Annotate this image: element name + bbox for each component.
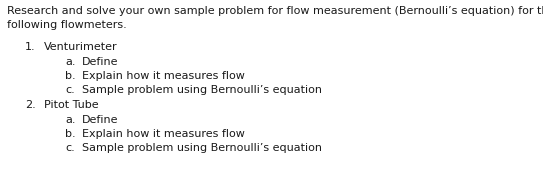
Text: Explain how it measures flow: Explain how it measures flow (82, 129, 245, 139)
Text: a.: a. (65, 57, 75, 67)
Text: 1.: 1. (25, 42, 36, 52)
Text: c.: c. (65, 143, 75, 153)
Text: Define: Define (82, 115, 118, 125)
Text: c.: c. (65, 85, 75, 95)
Text: Define: Define (82, 57, 118, 67)
Text: b.: b. (65, 129, 75, 139)
Text: b.: b. (65, 71, 75, 81)
Text: a.: a. (65, 115, 75, 125)
Text: 2.: 2. (25, 100, 36, 110)
Text: Sample problem using Bernoulli’s equation: Sample problem using Bernoulli’s equatio… (82, 143, 322, 153)
Text: Sample problem using Bernoulli’s equation: Sample problem using Bernoulli’s equatio… (82, 85, 322, 95)
Text: Venturimeter: Venturimeter (44, 42, 118, 52)
Text: Explain how it measures flow: Explain how it measures flow (82, 71, 245, 81)
Text: Research and solve your own sample problem for flow measurement (Bernoulli’s equ: Research and solve your own sample probl… (7, 6, 543, 16)
Text: Pitot Tube: Pitot Tube (44, 100, 99, 110)
Text: following flowmeters.: following flowmeters. (7, 20, 127, 30)
